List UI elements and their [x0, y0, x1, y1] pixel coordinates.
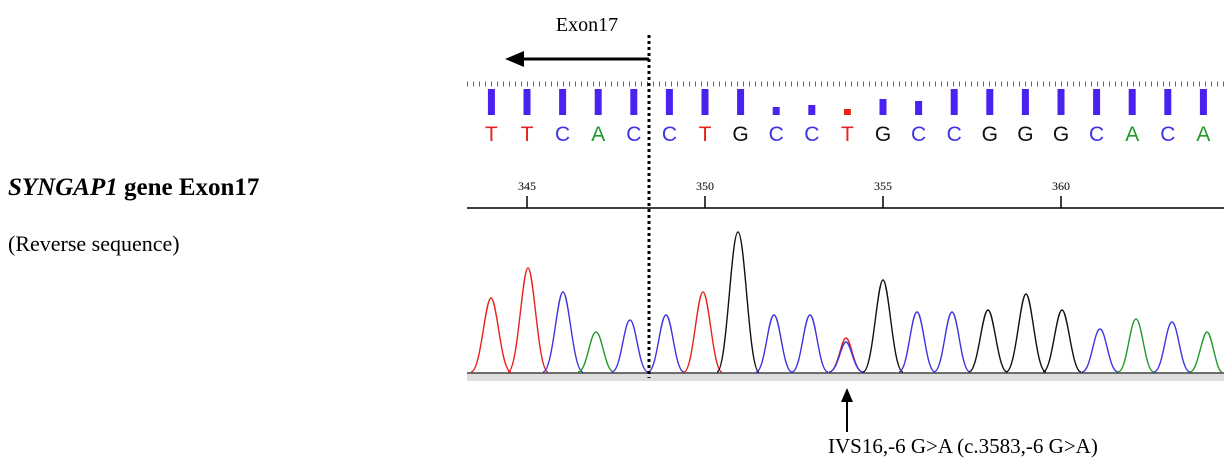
quality-bar	[1164, 89, 1171, 115]
trace-peak	[792, 315, 828, 372]
base-call: A	[1196, 123, 1210, 146]
mutation-arrowhead	[841, 388, 853, 402]
quality-bar	[951, 89, 958, 115]
quality-bar	[702, 89, 709, 115]
trace-peak	[756, 315, 792, 372]
quality-bar	[1093, 89, 1100, 115]
trace-peak	[717, 232, 759, 372]
quality-bar	[915, 101, 922, 115]
base-call: C	[555, 123, 570, 146]
quality-bar	[1200, 89, 1207, 115]
trace-peak	[1118, 319, 1154, 372]
quality-bar	[595, 89, 602, 115]
trace-peak	[471, 298, 511, 372]
exon-label: Exon17	[556, 14, 618, 36]
figure: SYNGAP1 gene Exon17 (Reverse sequence) E…	[0, 0, 1224, 468]
quality-bar	[844, 109, 851, 115]
quality-bar	[808, 105, 815, 115]
quality-bar	[630, 89, 637, 115]
base-call: G	[982, 123, 998, 146]
base-call: T	[699, 123, 712, 146]
trace-peak	[508, 268, 548, 372]
base-call: C	[626, 123, 641, 146]
trace-peak	[863, 280, 903, 372]
base-call: C	[911, 123, 926, 146]
position-label: 360	[1052, 179, 1070, 193]
trace-peak	[684, 292, 722, 372]
quality-bar	[524, 89, 531, 115]
chromatogram	[471, 232, 1222, 372]
position-label: 355	[874, 179, 892, 193]
trace-peak	[969, 310, 1007, 372]
base-call: T	[521, 123, 534, 146]
trace-peak	[1043, 310, 1081, 372]
quality-bar	[737, 89, 744, 115]
gene-suffix: gene Exon17	[124, 174, 259, 201]
trace-peak	[1082, 329, 1118, 372]
base-call: C	[769, 123, 784, 146]
position-label: 345	[518, 179, 536, 193]
quality-bar	[488, 89, 495, 115]
base-call: T	[841, 123, 854, 146]
exon-arrowhead	[505, 51, 524, 67]
trace-peak	[1006, 294, 1046, 372]
quality-bar	[1129, 89, 1136, 115]
gene-title: SYNGAP1 gene Exon17	[8, 174, 259, 201]
direction-note: (Reverse sequence)	[8, 231, 180, 256]
base-call: G	[1053, 123, 1069, 146]
base-call: G	[875, 123, 891, 146]
trace-peak	[648, 315, 684, 372]
trace-peak	[829, 342, 863, 372]
base-call: C	[947, 123, 962, 146]
trace-peak	[1154, 322, 1190, 372]
base-call: C	[662, 123, 677, 146]
quality-bar	[559, 89, 566, 115]
quality-bar	[1022, 89, 1029, 115]
trace-peak	[543, 292, 583, 372]
trace-peak	[899, 312, 935, 372]
trace-peak	[1190, 332, 1222, 372]
trace-baseline	[467, 373, 1224, 381]
gene-name: SYNGAP1	[8, 174, 118, 201]
mutation-label: IVS16,-6 G>A (c.3583,-6 G>A)	[828, 434, 1098, 458]
base-call: G	[1017, 123, 1033, 146]
quality-bar	[1058, 89, 1065, 115]
quality-bar	[880, 99, 887, 115]
quality-bar	[666, 89, 673, 115]
base-call: C	[804, 123, 819, 146]
base-call: C	[1089, 123, 1104, 146]
base-call: G	[732, 123, 748, 146]
trace-peak	[829, 338, 863, 372]
base-call: A	[1125, 123, 1139, 146]
trace-peak	[934, 312, 970, 372]
base-call: T	[485, 123, 498, 146]
base-call: C	[1160, 123, 1175, 146]
trace-peak	[612, 320, 648, 372]
base-call: A	[591, 123, 605, 146]
trace-peak	[578, 332, 614, 372]
quality-bar	[773, 107, 780, 115]
quality-bar	[986, 89, 993, 115]
position-label: 350	[696, 179, 714, 193]
